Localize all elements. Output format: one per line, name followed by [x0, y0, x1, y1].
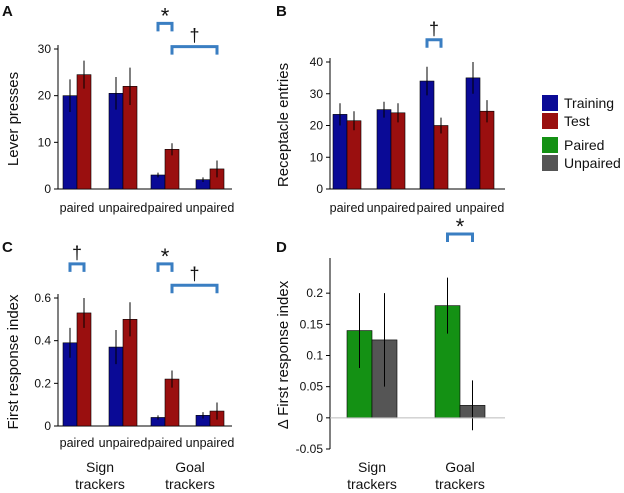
legend-swatch-test — [542, 113, 558, 129]
panel-c-y-tick-label-0: 0 — [44, 419, 51, 433]
panel-c-category-label-3: unpaired — [186, 436, 235, 450]
panel-a-category-label-2: paired — [148, 201, 183, 215]
group-labels: Sign trackers Goal trackers Sign tracker… — [75, 459, 485, 492]
panel-d-y-tick-label-2: 0.05 — [300, 380, 324, 394]
legend-label-test: Test — [564, 113, 590, 129]
panel-b-bar-training-0 — [332, 114, 348, 190]
panel-a-bracket-1 — [170, 45, 219, 55]
panel-d-y-tick-label-4: 0.15 — [300, 317, 324, 331]
panel-b-category-label-1: unpaired — [367, 201, 416, 215]
panel-b-bar-test-2 — [433, 125, 449, 190]
panel-b-category-label-0: paired — [330, 201, 365, 215]
group-label-c-goal: Goal — [175, 459, 205, 475]
panel-a-y-tick-label-1: 10 — [38, 135, 52, 149]
panel-b-bar-training-2 — [419, 80, 435, 190]
panel-b-y-tick-label-2: 20 — [310, 119, 324, 133]
panel-c-bracket-symbol-1: * — [161, 244, 170, 269]
panel-b-bar-test-3 — [479, 110, 495, 190]
panel-a-category-label-0: paired — [60, 201, 95, 215]
legend-swatch-training — [542, 95, 558, 111]
panel-c-y-label: First response index — [5, 294, 22, 430]
legend-label-training: Training — [564, 95, 614, 111]
group-label-d-sign-trackers: trackers — [347, 476, 397, 492]
legend-swatch-paired — [542, 137, 558, 153]
panel-a-category-label-3: unpaired — [186, 201, 235, 215]
panel-letter-a: A — [2, 3, 13, 20]
panel-b-y-label: Receptacle entries — [275, 63, 292, 187]
panel-b-y-tick-label-3: 30 — [310, 87, 324, 101]
panel-b-bar-training-3 — [465, 77, 481, 190]
panel-b-bar-training-1 — [376, 109, 392, 190]
panel-a-y-tick-label-0: 0 — [44, 182, 51, 196]
panel-a-category-label-1: unpaired — [99, 201, 148, 215]
panel-c-bracket-0 — [68, 262, 86, 272]
panel-c-y-tick-label-3: 0.6 — [34, 291, 51, 305]
panel-b-y-tick-label-4: 40 — [310, 55, 324, 69]
panel-letter-c: C — [2, 239, 13, 256]
panel-c-y-tick-label-2: 0.4 — [34, 334, 51, 348]
panel-d-bracket-0 — [446, 232, 474, 242]
group-label-d-goal: Goal — [445, 459, 475, 475]
panel-b-category-label-2: paired — [417, 201, 452, 215]
legend-swatch-unpaired — [542, 155, 558, 171]
panel-c-y-tick-label-1: 0.2 — [34, 376, 51, 390]
group-label-d-goal-trackers: trackers — [435, 476, 485, 492]
panel-d-y-label: Δ First response index — [275, 280, 292, 429]
panel-c-category-label-0: paired — [60, 436, 95, 450]
panel-b-y-tick-label-1: 10 — [310, 150, 324, 164]
panel-d-y-tick-label-1: 0 — [316, 411, 323, 425]
panel-c-category-label-2: paired — [148, 436, 183, 450]
group-label-c-sign: Sign — [86, 459, 114, 475]
panel-c-category-label-1: unpaired — [99, 436, 148, 450]
panel-a-y-tick-label-2: 20 — [38, 89, 52, 103]
panel-a-bracket-0 — [156, 21, 174, 32]
panel-a-bar-test-0 — [76, 74, 92, 190]
group-label-c-goal-trackers: trackers — [165, 476, 215, 492]
panel-d-y-tick-label-0: -0.05 — [296, 442, 324, 456]
panel-b-bracket-0 — [425, 38, 443, 48]
panel-c-bracket-symbol-2: † — [189, 264, 199, 284]
panel-b-bracket-symbol-0: † — [429, 19, 439, 39]
group-label-d-sign: Sign — [358, 459, 386, 475]
legend: Training Test Paired Unpaired — [542, 95, 621, 171]
panel-c-bar-test-0 — [76, 312, 92, 427]
panel-c-bracket-symbol-0: † — [72, 243, 82, 263]
legend-label-unpaired: Unpaired — [564, 155, 621, 171]
panel-b-bar-test-0 — [346, 120, 362, 190]
panel-letter-d: D — [276, 239, 287, 256]
panel-a-bracket-symbol-0: * — [161, 3, 170, 28]
panel-b-y-tick-label-0: 0 — [316, 182, 323, 196]
panel-a-bracket-symbol-1: † — [189, 26, 199, 46]
legend-label-paired: Paired — [564, 137, 604, 153]
panel-a-y-tick-label-3: 30 — [38, 42, 52, 56]
panel-b-bar-test-1 — [390, 112, 406, 190]
panel-c-bracket-2 — [170, 283, 219, 294]
panel-b-category-label-3: unpaired — [456, 201, 505, 215]
panel-a-y-label: Lever presses — [5, 72, 22, 166]
panel-d-y-tick-label-5: 0.2 — [306, 286, 323, 300]
group-label-c-sign-trackers: trackers — [75, 476, 125, 492]
panel-d-bracket-symbol-0: * — [456, 214, 465, 239]
panel-letter-b: B — [276, 3, 287, 20]
panel-d-y-tick-label-3: 0.1 — [306, 349, 323, 363]
panel-c-bracket-1 — [156, 262, 174, 272]
